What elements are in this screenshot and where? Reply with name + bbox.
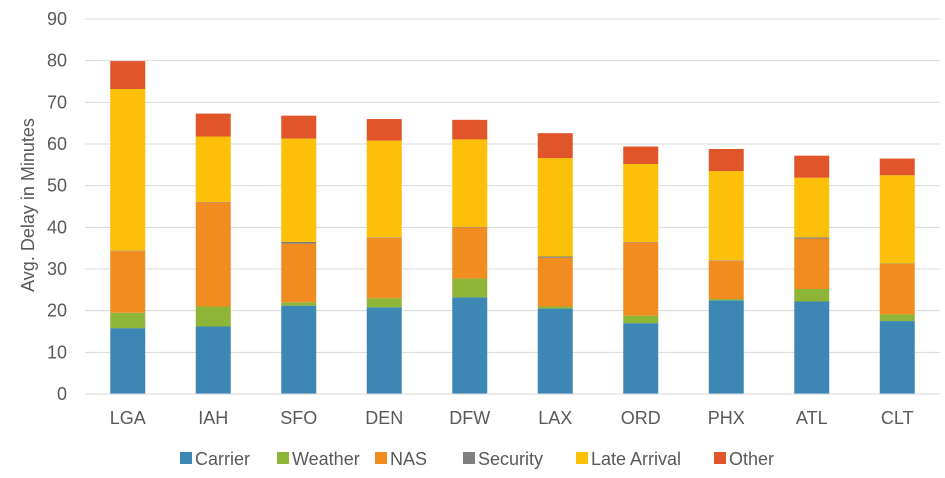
x-tick-label: IAH [198,408,228,428]
bar-segment-security-sfo [281,241,317,244]
bar-segment-other-phx [708,149,744,172]
bar-segment-late-arrival-atl [794,177,830,238]
x-tick-label: DFW [449,408,490,428]
bar-segment-nas-dfw [452,227,488,279]
bar-segment-security-atl [794,237,830,239]
bar-segment-nas-lax [537,257,573,307]
bar-segment-nas-sfo [281,243,317,303]
bar-segment-nas-ord [623,242,659,316]
legend-swatch [463,452,475,464]
bar-segment-weather-lga [110,312,146,329]
x-tick-label: DEN [365,408,403,428]
bar-segment-late-arrival-lga [110,89,146,251]
x-tick-label: SFO [280,408,317,428]
bar-segment-carrier-ord [623,323,659,394]
legend-swatch [375,452,387,464]
y-axis-ticks: 0 10 20 30 40 50 60 70 80 90 [47,9,67,404]
bar-segment-carrier-clt [879,321,915,394]
y-tick-label: 70 [47,92,67,112]
bar-segment-other-den [366,119,402,141]
legend-swatch [576,452,588,464]
bar-segment-carrier-dfw [452,297,488,394]
legend-label: Other [729,449,774,469]
x-tick-label: LAX [538,408,572,428]
bar-segment-other-ord [623,146,659,164]
y-tick-label: 50 [47,176,67,196]
bar-segment-security-lax [537,256,573,258]
bar-segment-carrier-atl [794,301,830,394]
bar-segment-carrier-lax [537,308,573,394]
bar-segment-other-iah [195,113,231,137]
y-tick-label: 90 [47,9,67,29]
bar-segment-weather-lax [537,306,573,309]
y-tick-label: 0 [57,384,67,404]
bar-segment-carrier-iah [195,326,231,394]
bar-segment-nas-phx [708,260,744,299]
legend-label: Late Arrival [591,449,681,469]
bar-segment-weather-iah [195,306,231,327]
x-tick-label: ATL [796,408,828,428]
bar-segment-other-dfw [452,119,488,140]
legend-label: Security [478,449,543,469]
bar-segment-nas-lga [110,251,146,313]
bar-segment-carrier-sfo [281,305,317,394]
x-tick-label: CLT [881,408,914,428]
y-tick-label: 60 [47,134,67,154]
legend-swatch [714,452,726,464]
bar-segment-carrier-den [366,307,402,394]
legend-swatch [180,452,192,464]
bar-segment-weather-ord [623,315,659,324]
legend-label: NAS [390,449,427,469]
bar-segment-other-sfo [281,115,317,139]
bar-segment-late-arrival-dfw [452,139,488,227]
bar-segment-late-arrival-sfo [281,138,317,242]
bar-segment-late-arrival-den [366,140,402,238]
y-axis-title: Avg. Delay in Minutes [18,118,38,292]
bar-segment-nas-atl [794,238,830,289]
bar-segment-late-arrival-lax [537,158,573,257]
bar-segment-nas-clt [879,264,915,315]
bar-segment-weather-clt [879,314,915,322]
bar-segment-weather-atl [794,289,830,302]
bar-segment-nas-den [366,237,402,299]
legend-label: Carrier [195,449,250,469]
bar-segment-nas-iah [195,202,231,307]
y-tick-label: 10 [47,342,67,362]
x-tick-label: LGA [110,408,146,428]
y-tick-label: 20 [47,301,67,321]
x-tick-label: PHX [708,408,745,428]
legend: Carrier Weather NAS Security Late Arrival Oth… [180,449,774,469]
bar-segment-weather-phx [708,299,744,301]
y-tick-label: 80 [47,51,67,71]
bar-segment-other-clt [879,158,915,176]
bar-segment-late-arrival-phx [708,171,744,261]
bar-segment-other-lga [110,61,146,89]
legend-label: Weather [292,449,360,469]
bar-segment-weather-sfo [281,302,317,306]
x-tick-label: ORD [621,408,661,428]
bars [110,61,915,394]
bar-segment-weather-den [366,298,402,308]
bar-segment-other-atl [794,155,830,178]
x-axis-ticks: LGA IAH SFO DEN DFW LAX ORD PHX ATL CLT [110,408,914,428]
y-tick-label: 40 [47,217,67,237]
bar-segment-late-arrival-iah [195,136,231,202]
y-tick-label: 30 [47,259,67,279]
bar-segment-other-lax [537,133,573,159]
bar-segment-late-arrival-clt [879,175,915,264]
bar-segment-carrier-phx [708,300,744,394]
legend-swatch [277,452,289,464]
bar-segment-weather-dfw [452,278,488,298]
bar-segment-late-arrival-ord [623,164,659,242]
bar-segment-carrier-lga [110,328,146,394]
